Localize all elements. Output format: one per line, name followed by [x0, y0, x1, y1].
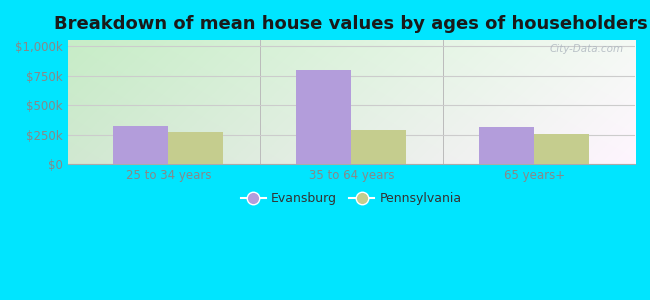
Bar: [113, 126, 168, 164]
Bar: [534, 134, 590, 164]
Text: City-Data.com: City-Data.com: [549, 44, 623, 54]
Legend: Evansburg, Pennsylvania: Evansburg, Pennsylvania: [236, 187, 467, 210]
Bar: [296, 70, 351, 164]
Bar: [351, 130, 406, 164]
Bar: [480, 127, 534, 164]
Title: Breakdown of mean house values by ages of householders: Breakdown of mean house values by ages o…: [55, 15, 648, 33]
Bar: [168, 132, 223, 164]
